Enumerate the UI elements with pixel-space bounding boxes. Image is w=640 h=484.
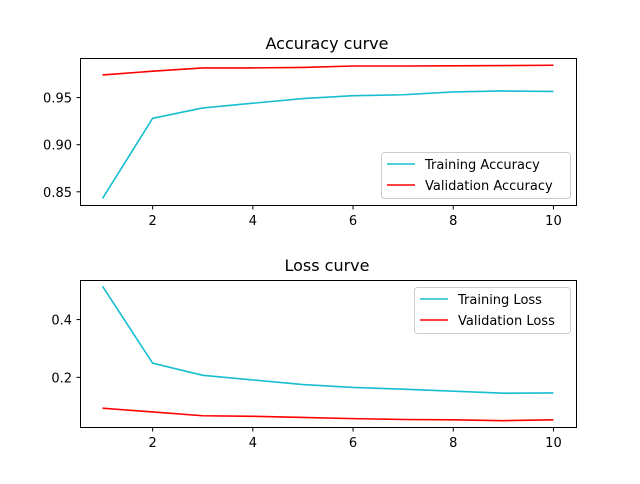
accuracy-y-tick-label: 0.85 — [43, 186, 72, 201]
loss-x-tick-label: 10 — [545, 436, 562, 451]
loss-x-tick-label: 2 — [149, 436, 157, 451]
accuracy-y-tick-label: 0.90 — [43, 139, 72, 154]
accuracy-x-tick-label: 10 — [545, 214, 562, 229]
accuracy-x-tick-label: 4 — [249, 214, 257, 229]
loss-series-line-0 — [101, 285, 554, 395]
loss-legend-box — [414, 287, 571, 334]
accuracy-legend-label-1: Validation Accuracy — [425, 179, 553, 194]
loss-legend-label-0: Training Loss — [457, 293, 542, 308]
loss-series-line-1 — [102, 407, 554, 422]
loss-x-tick-label: 8 — [449, 436, 457, 451]
accuracy-series-line-1 — [102, 64, 554, 76]
loss-x-tick-label: 6 — [349, 436, 357, 451]
loss-x-tick-label: 4 — [249, 436, 257, 451]
loss-y-tick-label: 0.2 — [51, 371, 72, 386]
accuracy-axes-frame — [80, 58, 577, 206]
accuracy-legend-label-0: Training Accuracy — [424, 158, 540, 173]
accuracy-y-tick-label: 0.95 — [43, 92, 72, 107]
loss-chart-title: Loss curve — [284, 256, 369, 275]
accuracy-x-tick-label: 2 — [149, 214, 157, 229]
accuracy-x-tick-label: 8 — [449, 214, 457, 229]
accuracy-series-line-0 — [101, 90, 554, 199]
loss-legend-label-1: Validation Loss — [458, 314, 555, 329]
loss-axes-frame — [80, 280, 577, 428]
accuracy-x-tick-label: 6 — [349, 214, 357, 229]
loss-y-tick-label: 0.4 — [51, 314, 72, 329]
accuracy-legend-box — [381, 152, 571, 199]
accuracy-chart-title: Accuracy curve — [266, 34, 389, 53]
